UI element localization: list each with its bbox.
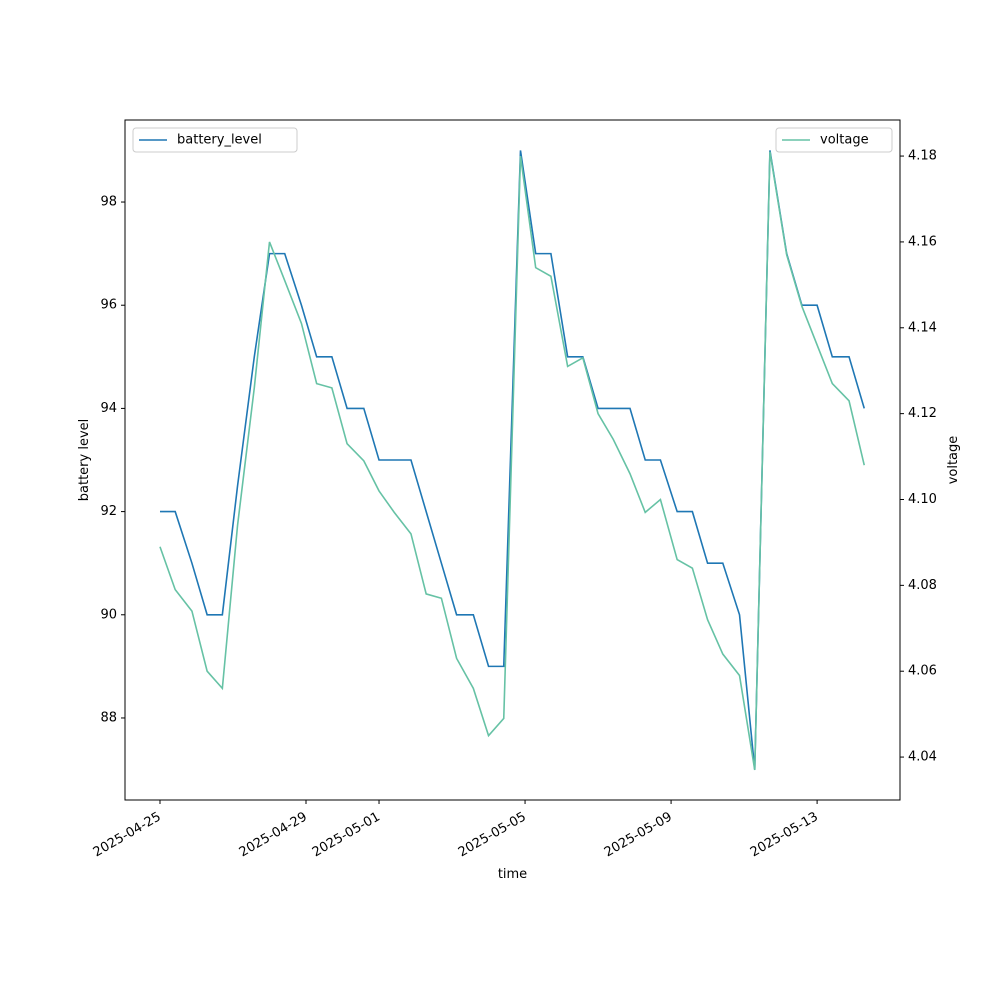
y2-tick-label: 4.10 bbox=[908, 492, 937, 507]
x-tick-label: 2025-04-29 bbox=[237, 810, 310, 861]
y-tick-label: 98 bbox=[100, 195, 117, 210]
legend-label: voltage bbox=[820, 133, 869, 148]
x-axis-label: time bbox=[498, 867, 527, 882]
y2-tick-label: 4.14 bbox=[908, 320, 937, 335]
plot-frame bbox=[124, 119, 901, 801]
y2-tick-label: 4.16 bbox=[908, 234, 937, 249]
y-tick-label: 90 bbox=[100, 607, 117, 622]
y-tick-label: 96 bbox=[100, 298, 117, 313]
y2-tick-label: 4.12 bbox=[908, 406, 937, 421]
x-tick-label: 2025-04-25 bbox=[91, 810, 164, 861]
legend-label: battery_level bbox=[177, 133, 262, 148]
y2-tick-label: 4.04 bbox=[908, 750, 937, 765]
y2-tick-label: 4.08 bbox=[908, 578, 937, 593]
y-tick-label: 88 bbox=[100, 710, 117, 725]
series-line bbox=[159, 150, 866, 770]
y-axis-label: battery level bbox=[77, 419, 92, 502]
y2-tick-label: 4.18 bbox=[908, 149, 937, 164]
y2-tick-label: 4.06 bbox=[908, 664, 937, 679]
y-tick-label: 92 bbox=[100, 504, 117, 519]
y2-axis-label: voltage bbox=[946, 436, 961, 485]
y-tick-label: 94 bbox=[100, 401, 117, 416]
x-tick-label: 2025-05-09 bbox=[602, 810, 675, 861]
x-tick-label: 2025-05-13 bbox=[748, 810, 821, 861]
x-tick-label: 2025-05-01 bbox=[310, 810, 383, 861]
x-tick-label: 2025-05-05 bbox=[456, 810, 529, 861]
series-line bbox=[159, 151, 866, 771]
legend-box bbox=[132, 127, 298, 153]
legend-box bbox=[775, 127, 893, 153]
